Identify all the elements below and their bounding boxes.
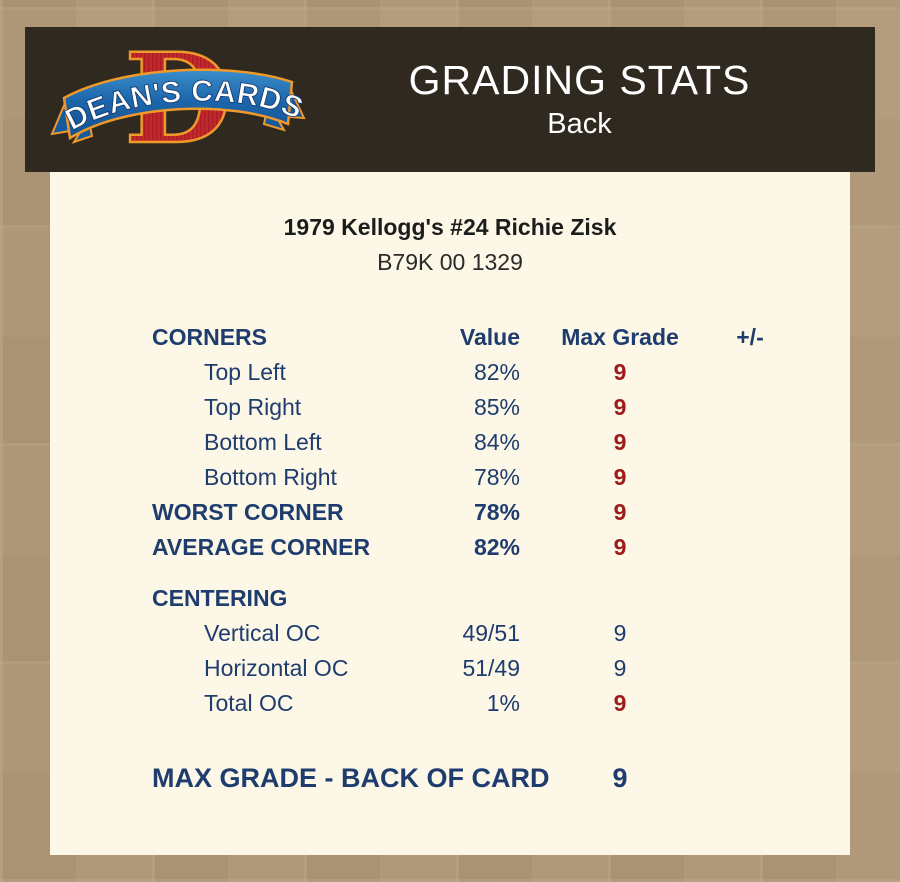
table-row-average-corner: AVERAGE CORNER 82% 9 <box>152 530 780 565</box>
table-row-total-oc: Total OC 1% 9 <box>152 686 780 721</box>
card-serial-number: B79K 00 1329 <box>377 249 523 275</box>
row-max-grade: 9 <box>613 690 627 716</box>
section-title: CENTERING <box>152 585 288 611</box>
row-max-grade: 9 <box>613 359 627 385</box>
page-title: GRADING STATS <box>408 56 751 103</box>
table-row-horizontal-oc: Horizontal OC 51/49 9 <box>152 651 780 686</box>
column-header-max-grade: Max Grade <box>561 324 679 350</box>
row-value: 51/49 <box>462 655 520 681</box>
max-grade-summary-row: MAX GRADE - BACK OF CARD 9 <box>152 763 780 794</box>
content-panel: 1979 Kellogg's #24 Richie Zisk B79K 00 1… <box>50 172 850 855</box>
grading-table: CORNERS Value Max Grade +/- Top Left 82%… <box>152 320 780 721</box>
card-title: 1979 Kellogg's #24 Richie Zisk <box>283 214 617 240</box>
row-value: 84% <box>473 429 520 455</box>
table-row-worst-corner: WORST CORNER 78% 9 <box>152 495 780 530</box>
column-header-plus-minus: +/- <box>736 324 764 350</box>
row-label: Bottom Right <box>204 464 337 490</box>
row-value: 78% <box>473 464 520 490</box>
deans-cards-logo-icon: D DEAN'S CARDS <box>49 25 307 173</box>
column-header-value: Value <box>459 324 520 350</box>
row-max-grade: 9 <box>613 534 627 560</box>
row-max-grade: 9 <box>613 464 627 490</box>
row-max-grade: 9 <box>613 394 627 420</box>
deans-cards-logo: D DEAN'S CARDS <box>25 25 330 173</box>
row-label: Total OC <box>204 690 294 716</box>
row-value: 78% <box>473 499 520 525</box>
centering-section-header: CENTERING <box>152 581 780 616</box>
table-row-top-left: Top Left 82% 9 <box>152 355 780 390</box>
row-label: WORST CORNER <box>152 499 344 525</box>
row-max-grade: 9 <box>613 655 627 681</box>
table-row-bottom-right: Bottom Right 78% 9 <box>152 460 780 495</box>
row-value: 82% <box>473 534 520 560</box>
max-grade-summary-label: MAX GRADE - BACK OF CARD <box>152 763 550 793</box>
row-value: 49/51 <box>462 620 520 646</box>
table-row-bottom-left: Bottom Left 84% 9 <box>152 425 780 460</box>
row-label: Top Left <box>204 359 286 385</box>
column-header-corners: CORNERS <box>152 324 268 350</box>
row-max-grade: 9 <box>613 499 627 525</box>
row-label: Top Right <box>204 394 302 420</box>
table-row-vertical-oc: Vertical OC 49/51 9 <box>152 616 780 651</box>
max-grade-summary-value: 9 <box>612 763 628 793</box>
row-label: AVERAGE CORNER <box>152 534 371 560</box>
table-header-row: CORNERS Value Max Grade +/- <box>152 320 780 355</box>
page-subtitle: Back <box>547 108 612 141</box>
header-bar: D DEAN'S CARDS GRADING STATS Back <box>25 25 875 173</box>
row-value: 82% <box>473 359 520 385</box>
row-label: Bottom Left <box>204 429 322 455</box>
row-value: 1% <box>486 690 520 716</box>
ribbon-band <box>62 68 293 140</box>
table-row-top-right: Top Right 85% 9 <box>152 390 780 425</box>
row-max-grade: 9 <box>613 620 627 646</box>
row-label: Vertical OC <box>204 620 321 646</box>
row-value: 85% <box>473 394 520 420</box>
row-max-grade: 9 <box>613 429 627 455</box>
header-titles: GRADING STATS Back <box>330 27 875 172</box>
row-label: Horizontal OC <box>204 655 349 681</box>
